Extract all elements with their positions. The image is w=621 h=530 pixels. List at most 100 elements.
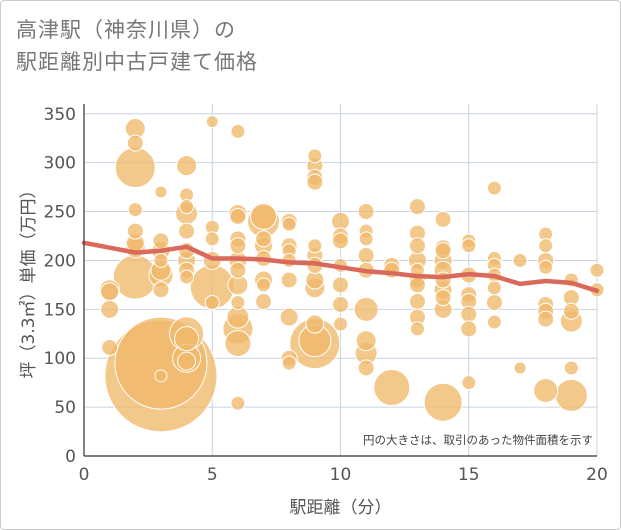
data-point [229, 261, 247, 279]
data-point [358, 231, 374, 247]
data-point [554, 378, 588, 412]
axes [83, 104, 597, 457]
data-point [152, 232, 170, 250]
data-point [255, 293, 273, 311]
chart-title-line1: 高津駅（神奈川県）の [16, 18, 236, 42]
data-point [357, 247, 375, 265]
x-tick-label: 15 [458, 465, 480, 485]
data-point [114, 147, 156, 189]
data-point [176, 155, 198, 177]
y-tick-label: 0 [65, 447, 76, 467]
data-point [307, 238, 323, 254]
data-point [434, 242, 452, 260]
tick-labels: 0 50 100 150 200 250 300 350 0 5 10 15 20 [44, 105, 608, 485]
data-point [486, 180, 502, 196]
data-point [307, 148, 323, 164]
y-tick-label: 50 [54, 398, 76, 418]
data-point [460, 320, 478, 338]
data-point [126, 222, 144, 240]
data-point [332, 232, 349, 250]
data-point [224, 330, 252, 358]
data-point [333, 316, 348, 332]
data-point [230, 294, 246, 310]
data-point [332, 276, 349, 294]
data-point [153, 252, 169, 268]
data-point [538, 238, 554, 254]
data-point [204, 294, 220, 310]
data-point [423, 382, 463, 422]
x-tick-label: 0 [79, 465, 90, 485]
x-axis-label: 駅距離（分） [290, 498, 392, 518]
data-point [408, 276, 426, 294]
data-point [512, 252, 528, 268]
y-tick-label: 250 [44, 203, 76, 223]
data-point [127, 202, 143, 218]
y-tick-label: 200 [44, 251, 76, 271]
data-point [152, 281, 170, 299]
data-point [513, 361, 527, 375]
x-tick-label: 20 [586, 465, 608, 485]
y-tick-label: 300 [44, 154, 76, 174]
x-tick-label: 10 [330, 465, 352, 485]
data-point [100, 299, 120, 319]
y-tick-label: 350 [44, 105, 76, 125]
data-point [154, 369, 168, 383]
data-point [408, 293, 426, 311]
data-point [533, 377, 559, 403]
chart-title-line2: 駅距離別中古戸建て価格 [16, 50, 258, 74]
data-point [229, 207, 247, 225]
data-point [461, 375, 477, 391]
data-point [538, 259, 554, 275]
data-point [562, 302, 580, 320]
data-point [179, 269, 195, 285]
data-point [179, 199, 195, 215]
data-point [434, 289, 452, 307]
data-point [255, 230, 273, 248]
y-tick-label: 150 [44, 300, 76, 320]
data-point [281, 216, 297, 232]
data-point [461, 238, 477, 254]
data-point [205, 115, 219, 129]
chart-title: 高津駅（神奈川県）の 駅距離別中古戸建て価格 [16, 14, 258, 78]
data-point [229, 237, 247, 255]
data-point [357, 359, 375, 377]
data-point [280, 271, 298, 289]
y-tick-label: 100 [44, 349, 76, 369]
data-point [279, 307, 299, 327]
data-point [486, 280, 502, 296]
data-point [177, 351, 197, 371]
data-point [100, 282, 120, 302]
data-point [409, 321, 425, 337]
data-point [256, 277, 272, 293]
data-point [154, 185, 168, 199]
data-point [460, 305, 478, 323]
data-point [537, 310, 555, 328]
data-point [353, 296, 379, 322]
data-point [357, 203, 375, 221]
data-point [305, 314, 325, 334]
data-point [563, 360, 579, 376]
data-point [101, 338, 119, 356]
data-point [373, 369, 411, 407]
data-point [174, 326, 200, 352]
data-point [204, 231, 220, 247]
data-point [230, 123, 246, 139]
data-point [355, 330, 377, 352]
data-point [408, 198, 426, 216]
data-point [589, 262, 605, 278]
data-point [332, 295, 349, 313]
data-point [306, 173, 324, 191]
data-point [485, 293, 503, 311]
data-point [281, 355, 297, 371]
trend-line [81, 240, 600, 294]
y-axis-label: 坪（3.3㎡）単価（万円） [19, 181, 39, 378]
data-point [434, 210, 452, 228]
data-point [486, 314, 502, 330]
data-point [126, 134, 144, 152]
data-point [178, 222, 196, 240]
data-point [230, 395, 246, 411]
x-tick-label: 5 [207, 465, 218, 485]
data-point [250, 202, 278, 230]
bubble-series [99, 115, 605, 433]
